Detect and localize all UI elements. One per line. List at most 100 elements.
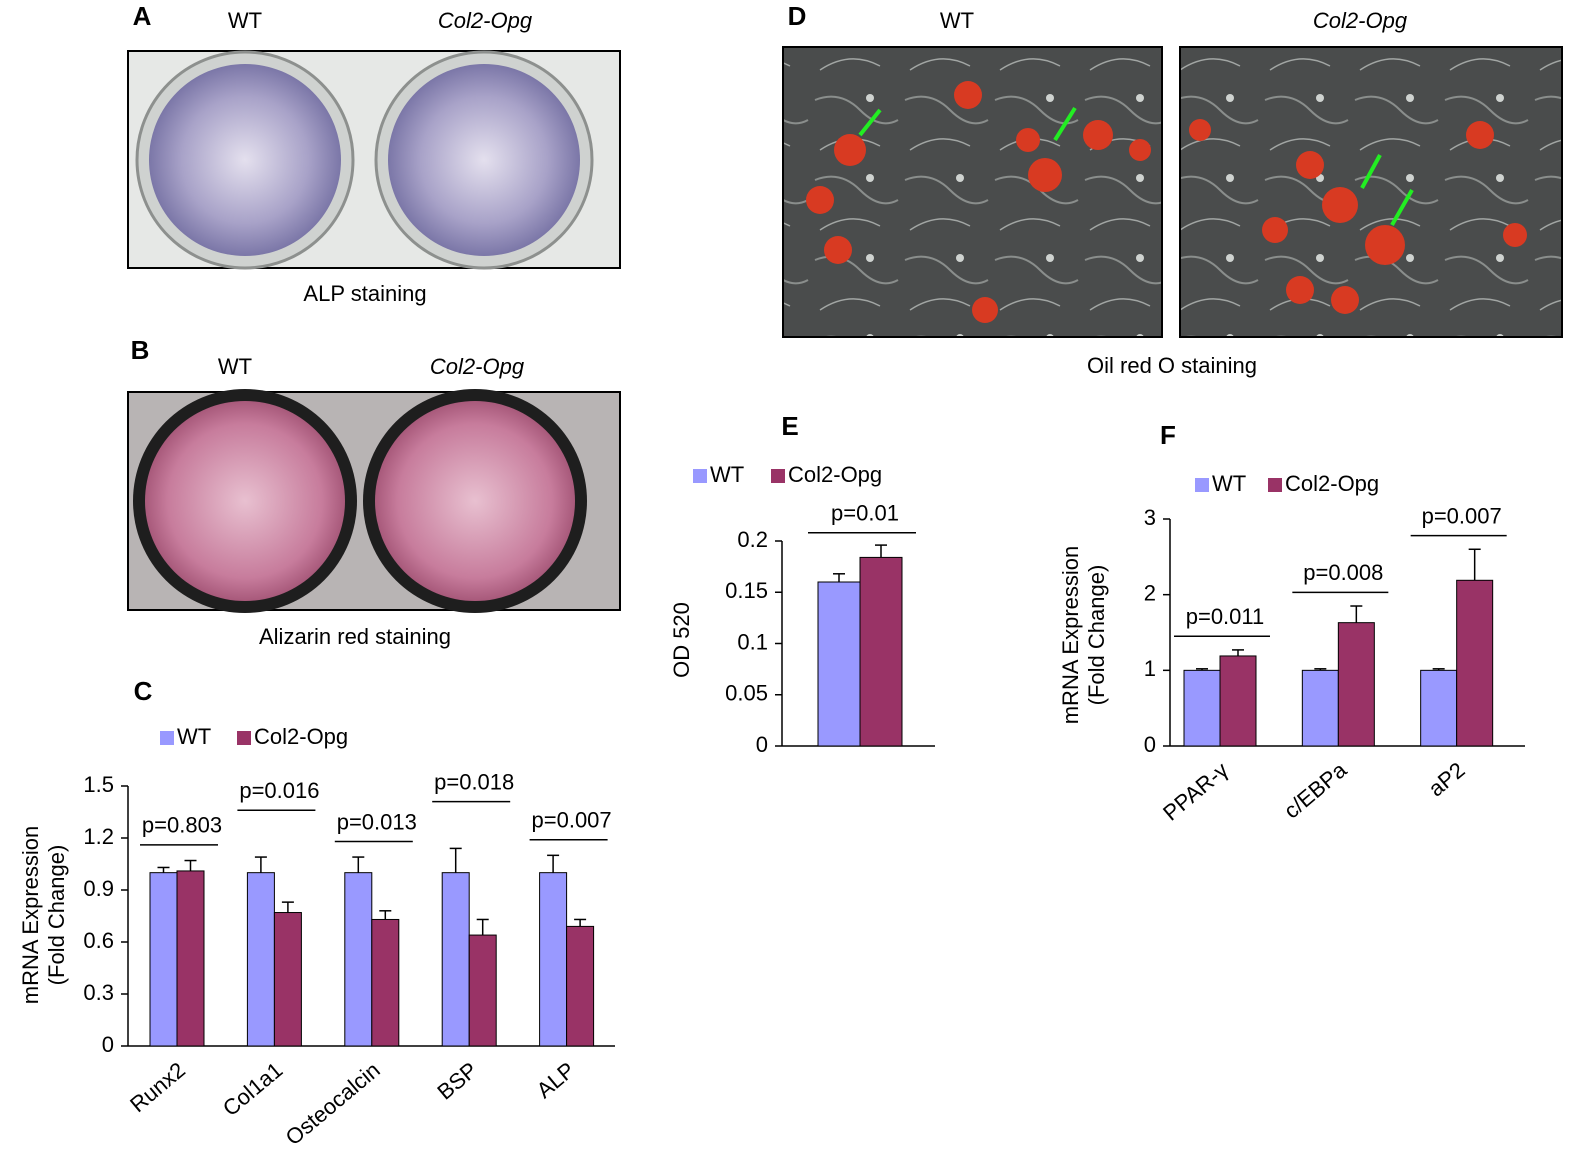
y-tick-label: 0: [756, 732, 768, 757]
x-tick-label: c/EBPa: [1279, 757, 1352, 824]
legend-swatch: [693, 469, 707, 483]
panel-letter: C: [134, 676, 153, 706]
error-bar: [157, 866, 170, 873]
bar: [273, 912, 302, 1047]
photo: [127, 389, 621, 613]
error-bar: [1432, 668, 1445, 671]
error-bar: [449, 847, 462, 873]
bar: [1219, 655, 1257, 747]
x-tick-label: PPAR-γ: [1158, 757, 1233, 825]
bar: [344, 872, 373, 1047]
bar: [176, 870, 205, 1047]
y-tick-label: 0: [1144, 732, 1156, 757]
panel-letter: A: [133, 1, 152, 31]
error-bar: [254, 856, 267, 873]
column-label: WT: [228, 8, 262, 33]
legend-swatch: [771, 469, 785, 483]
error-bar: [875, 544, 887, 558]
y-tick-label: 0.05: [725, 681, 768, 706]
y-axis-label: OD 520: [669, 602, 694, 678]
caption: Alizarin red staining: [259, 624, 451, 649]
bar: [817, 581, 861, 747]
p-value: p=0.018: [434, 769, 514, 794]
y-tick-label: 0.2: [737, 527, 768, 552]
y-axis-label: (Fold Change): [1084, 565, 1109, 706]
legend-label: Col2-Opg: [788, 462, 882, 487]
y-tick-label: 0.9: [83, 876, 114, 901]
error-bar: [547, 854, 560, 873]
p-value: p=0.016: [239, 778, 319, 803]
y-tick-label: 0.15: [725, 578, 768, 603]
panel-letter: B: [131, 335, 150, 365]
bar: [468, 934, 497, 1047]
bar: [1456, 579, 1494, 747]
error-bar: [379, 910, 392, 920]
panel-letter: D: [788, 1, 807, 31]
y-tick-label: 0.1: [737, 629, 768, 654]
error-bar: [1196, 668, 1208, 671]
legend-label: Col2-Opg: [1285, 471, 1379, 496]
error-bar: [833, 573, 845, 582]
caption: ALP staining: [303, 281, 426, 306]
p-value: p=0.007: [1422, 503, 1502, 528]
y-tick-label: 1.2: [83, 824, 114, 849]
error-bar: [352, 856, 365, 873]
bar: [1301, 669, 1339, 747]
x-tick-label: Runx2: [125, 1057, 190, 1117]
p-value: p=0.007: [532, 808, 612, 833]
y-tick-label: 0.6: [83, 928, 114, 953]
error-bar: [1350, 605, 1363, 623]
error-bar: [184, 859, 197, 871]
legend-swatch: [160, 731, 174, 745]
bar: [1183, 669, 1221, 747]
error-bar: [574, 918, 587, 927]
bar: [859, 556, 903, 747]
bar: [246, 872, 275, 1047]
error-bar: [1232, 649, 1244, 656]
error-bar: [1314, 668, 1327, 671]
y-tick-label: 1.5: [83, 772, 114, 797]
error-bar: [281, 901, 294, 913]
bar: [149, 872, 178, 1047]
column-label: Col2-Opg: [430, 354, 525, 379]
legend-swatch: [1268, 478, 1282, 492]
legend-label: WT: [710, 462, 744, 487]
bar: [441, 872, 470, 1047]
y-axis-label: mRNA Expression: [18, 826, 43, 1005]
p-value: p=0.008: [1303, 560, 1383, 585]
legend-swatch: [237, 731, 251, 745]
y-tick-label: 1: [1144, 656, 1156, 681]
bar: [1420, 669, 1458, 747]
y-axis-label: (Fold Change): [44, 845, 69, 986]
column-label: Col2-Opg: [438, 8, 533, 33]
column-label: Col2-Opg: [1313, 8, 1408, 33]
x-tick-label: Osteocalcin: [281, 1057, 385, 1150]
x-tick-label: aP2: [1424, 757, 1470, 801]
p-value: p=0.01: [831, 501, 899, 526]
legend-swatch: [1195, 478, 1209, 492]
error-bar: [1468, 548, 1481, 581]
photo: [782, 46, 1563, 338]
bar: [1337, 622, 1375, 747]
x-tick-label: Col1a1: [218, 1057, 287, 1121]
y-tick-label: 2: [1144, 580, 1156, 605]
y-tick-label: 3: [1144, 505, 1156, 530]
bar: [539, 872, 568, 1047]
panel-letter: F: [1160, 420, 1176, 450]
p-value: p=0.013: [337, 809, 417, 834]
bar: [371, 918, 400, 1047]
y-tick-label: 0.3: [83, 980, 114, 1005]
legend-label: Col2-Opg: [254, 724, 348, 749]
column-label: WT: [218, 354, 252, 379]
y-axis-label: mRNA Expression: [1058, 546, 1083, 725]
p-value: p=0.803: [142, 813, 222, 838]
photo: [127, 50, 621, 270]
error-bar: [476, 918, 489, 936]
legend-label: WT: [1212, 471, 1246, 496]
bar: [566, 925, 595, 1047]
x-tick-label: BSP: [432, 1057, 482, 1104]
panel-letter: E: [781, 411, 798, 441]
p-value: p=0.011: [1186, 604, 1265, 629]
x-tick-label: ALP: [532, 1057, 580, 1103]
